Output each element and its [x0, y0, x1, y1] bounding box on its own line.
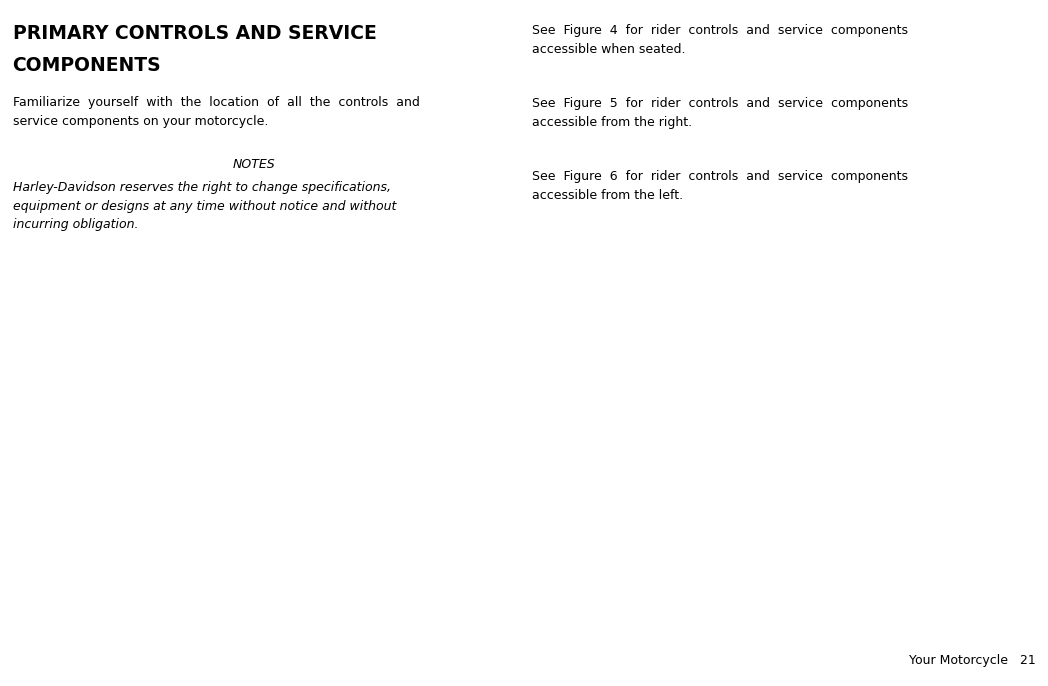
Text: NOTES: NOTES [233, 158, 275, 171]
Text: Harley-Davidson reserves the right to change specifications,
equipment or design: Harley-Davidson reserves the right to ch… [13, 181, 396, 231]
Text: See  Figure  6  for  rider  controls  and  service  components
accessible from t: See Figure 6 for rider controls and serv… [532, 170, 909, 202]
Text: Familiarize  yourself  with  the  location  of  all  the  controls  and
service : Familiarize yourself with the location o… [13, 96, 419, 128]
Text: Your Motorcycle   21: Your Motorcycle 21 [909, 654, 1035, 667]
Text: See  Figure  4  for  rider  controls  and  service  components
accessible when s: See Figure 4 for rider controls and serv… [532, 24, 909, 56]
Text: See  Figure  5  for  rider  controls  and  service  components
accessible from t: See Figure 5 for rider controls and serv… [532, 97, 909, 129]
Text: COMPONENTS: COMPONENTS [13, 56, 161, 75]
Text: PRIMARY CONTROLS AND SERVICE: PRIMARY CONTROLS AND SERVICE [13, 24, 376, 43]
